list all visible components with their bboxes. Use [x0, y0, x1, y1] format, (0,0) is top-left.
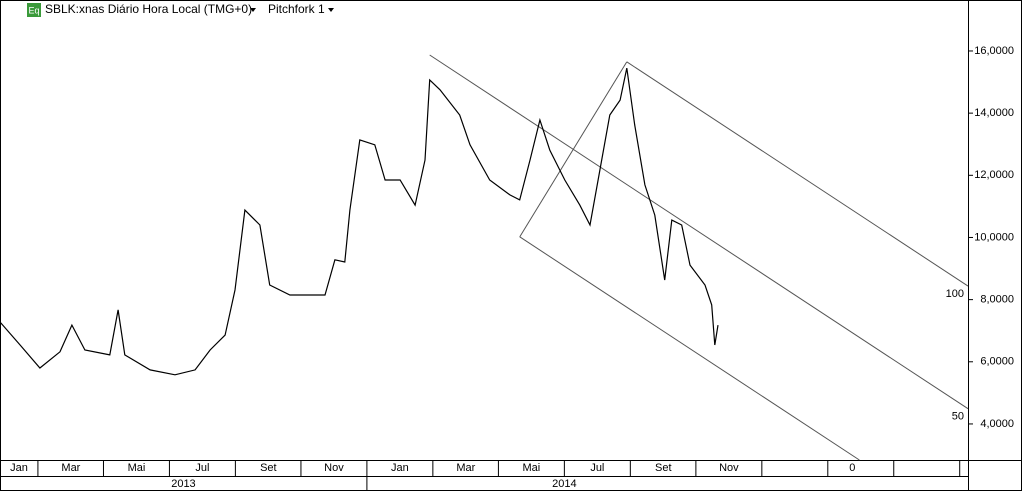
y-tick-label: 16,0000 — [974, 45, 1014, 57]
x-tick-label: Jul — [590, 462, 604, 474]
year-label: 2014 — [552, 478, 576, 490]
pitchfork-level-label: 50 — [952, 411, 964, 423]
y-tick-label: 14,0000 — [974, 107, 1014, 119]
year-label: 2013 — [171, 478, 195, 490]
x-tick-label: Mar — [61, 462, 80, 474]
x-tick-label: Mai — [523, 462, 541, 474]
x-tick-label: Nov — [324, 462, 344, 474]
y-tick-label: 8,0000 — [980, 294, 1014, 306]
x-tick-label: Jan — [10, 462, 28, 474]
icon[interactable] — [27, 3, 41, 17]
study-name[interactable]: Pitchfork 1 — [268, 2, 325, 16]
x-tick-label: Mai — [128, 462, 146, 474]
x-tick-label: Jan — [391, 462, 409, 474]
x-tick-label: Set — [260, 462, 277, 474]
x-tick-label: Mar — [456, 462, 475, 474]
y-tick-label: 12,0000 — [974, 169, 1014, 181]
chart-title[interactable]: SBLK:xnas Diário Hora Local (TMG+0) — [45, 2, 252, 16]
x-tick-label: Nov — [719, 462, 739, 474]
dropdown-arrow[interactable] — [250, 8, 256, 12]
dropdown-arrow[interactable] — [328, 8, 334, 12]
pitchfork-level-label: 100 — [946, 288, 964, 300]
y-tick-label: 4,0000 — [980, 418, 1014, 430]
x-tick-label: Set — [655, 462, 672, 474]
pitchfork-line — [429, 54, 969, 410]
price-line — [0, 67, 719, 376]
pitchfork-level-label: 0 — [849, 462, 855, 474]
y-tick-label: 6,0000 — [980, 356, 1014, 368]
y-tick-label: 10,0000 — [974, 231, 1014, 243]
pitchfork-line — [519, 236, 860, 461]
pitchfork-line — [626, 61, 969, 287]
icon-label: Eq — [28, 5, 39, 15]
x-tick-label: Jul — [195, 462, 209, 474]
